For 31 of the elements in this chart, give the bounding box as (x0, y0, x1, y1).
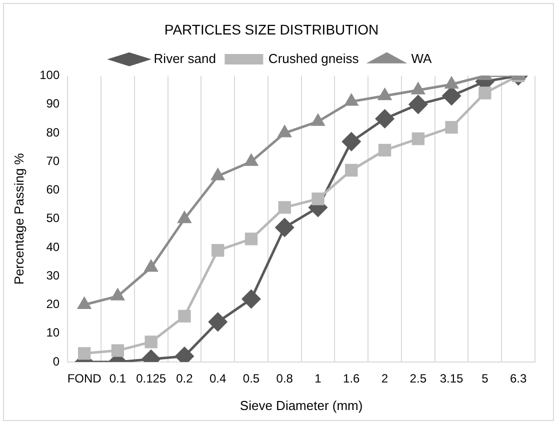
x-tick-label: 0.8 (276, 372, 294, 386)
x-tick-label: 6.3 (510, 372, 527, 386)
y-tick-label: 20 (46, 297, 60, 312)
x-tick-label: 2.5 (410, 372, 427, 386)
legend-label: River sand (154, 50, 216, 66)
x-tick-label: 2 (381, 372, 388, 386)
y-tick-label: 70 (46, 154, 60, 168)
legend-label: WA (411, 50, 432, 66)
y-tick-label: 40 (46, 240, 60, 254)
y-tick-label: 100 (40, 68, 60, 82)
x-tick-label: 0.2 (176, 372, 194, 386)
legend-label: Crushed gneiss (268, 50, 360, 66)
y-tick-label: 0 (52, 354, 60, 368)
x-tick-label: 1.6 (343, 372, 360, 386)
y-tick-label: 10 (46, 326, 60, 340)
y-axis-title: Percentage Passing % (11, 152, 26, 285)
y-tick-label: 80 (46, 125, 60, 140)
x-tick-label: 0.125 (136, 372, 166, 386)
x-tick-label: 0.1 (109, 372, 126, 386)
y-tick-label: 30 (46, 268, 60, 282)
x-tick-label: 3.15 (440, 372, 464, 386)
y-tick-label: 60 (46, 182, 60, 197)
x-tick-label: 0.5 (242, 372, 260, 386)
x-tick-label: FOND (67, 372, 102, 386)
x-tick-label: 5 (482, 372, 489, 386)
x-tick-label: 1 (314, 372, 322, 386)
chart-title: PARTICLES SIZE DISTRIBUTION (164, 21, 379, 38)
y-tick-label: 50 (46, 211, 60, 226)
x-axis-title: Sieve Diameter (mm) (240, 398, 363, 413)
x-tick-label: 0.4 (210, 372, 227, 386)
y-tick-label: 90 (46, 96, 60, 111)
